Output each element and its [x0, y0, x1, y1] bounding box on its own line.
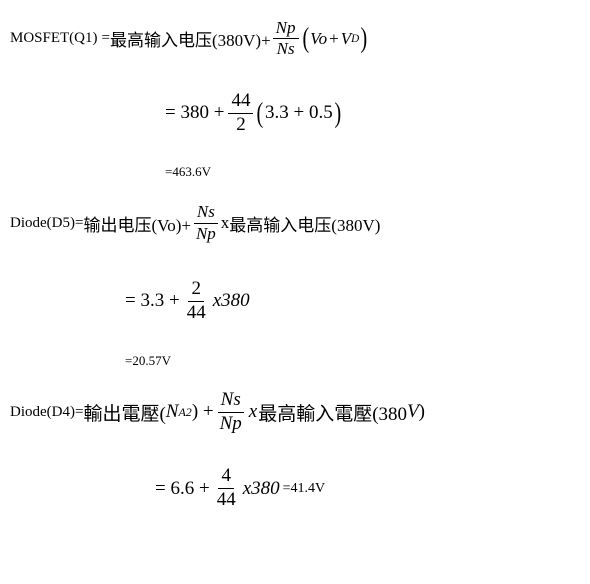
- eq3-text-suffix: 最高輸入電壓(380: [258, 399, 407, 426]
- eq1-frac-44-2: 44 2: [228, 90, 253, 137]
- eq1-result-value: =463.6V: [165, 164, 211, 180]
- eq2-frac-num: Ns: [194, 202, 218, 223]
- eq3-text-prefix: 輸出電壓(: [83, 399, 165, 426]
- eq3-device-label: Diode(D4)=: [10, 404, 83, 421]
- eq1-frac-den: Ns: [274, 39, 298, 59]
- eq1-frac-num: Np: [273, 18, 299, 39]
- eq1-device-label: MOSFET(Q1): [10, 30, 98, 47]
- eq1-frac2-num: 44: [228, 90, 253, 114]
- equation-diode-d4: Diode(D4)= 輸出電壓( NA2 ) + Ns Np x 最高輸入電壓(…: [10, 389, 580, 512]
- eq2-result: =20.57V: [125, 353, 580, 369]
- eq3-frac2-num: 4: [218, 465, 234, 489]
- eq2-device-label: Diode(D5)=: [10, 215, 83, 232]
- eq3-frac-4-44: 4 44: [214, 465, 239, 512]
- eq2-frac-2-44: 2 44: [184, 278, 209, 325]
- eq2-numeric-prefix: = 3.3 +: [125, 290, 180, 312]
- eq1-paren-inner: 3.3 + 0.5: [265, 102, 333, 124]
- eq2-result-value: =20.57V: [125, 353, 171, 369]
- eq2-frac-ns-np: Ns Np: [193, 202, 219, 244]
- eq2-line1: Diode(D5)= 输出电压(Vo)+ Ns Np x 最高输入电压(380V…: [10, 202, 580, 244]
- eq1-line1: MOSFET(Q1) = 最高输入电压(380V)+ Np Ns ( Vo + …: [10, 18, 580, 60]
- eq3-text-mid: ) +: [192, 401, 214, 423]
- open-paren-icon: (: [302, 24, 309, 53]
- eq1-vd-sub: D: [351, 33, 359, 45]
- eq3-mult: x: [249, 401, 257, 423]
- eq3-n-sym: N: [166, 401, 179, 423]
- eq3-numeric-prefix: = 6.6 +: [155, 478, 210, 500]
- eq2-text-suffix: 最高输入电压(380V): [229, 211, 380, 236]
- eq3-line2: = 6.6 + 4 44 x380 = 41.4V: [155, 465, 580, 512]
- equation-diode-d5: Diode(D5)= 输出电压(Vo)+ Ns Np x 最高输入电压(380V…: [10, 202, 580, 368]
- eq2-frac2-num: 2: [188, 278, 204, 302]
- eq3-suffix: x380: [243, 478, 280, 500]
- equation-mosfet-q1: MOSFET(Q1) = 最高输入电压(380V)+ Np Ns ( Vo + …: [10, 18, 580, 180]
- eq2-frac2-den: 44: [184, 302, 209, 325]
- close-paren-icon: ): [361, 24, 368, 53]
- eq2-suffix: x380: [213, 290, 250, 312]
- eq1-frac2-den: 2: [233, 114, 249, 137]
- eq3-frac-ns-np: Ns Np: [217, 389, 245, 436]
- eq1-vo: Vo: [310, 29, 327, 49]
- close-paren-icon: ): [334, 99, 341, 128]
- eq3-n-sub: A2: [178, 405, 191, 420]
- eq1-numeric-prefix: = 380 +: [165, 102, 224, 124]
- eq2-line2: = 3.3 + 2 44 x380: [125, 278, 580, 325]
- eq3-result-eq: =: [283, 481, 291, 497]
- eq1-plus: +: [329, 29, 339, 49]
- eq1-frac-np-ns: Np Ns: [273, 18, 299, 60]
- eq1-text-prefix: 最高输入电压(380V)+: [110, 26, 271, 51]
- eq2-frac-den: Np: [193, 224, 219, 244]
- eq3-text-suffix-close: ): [419, 401, 425, 423]
- eq3-result-value: 41.4V: [291, 481, 326, 497]
- eq2-mult: x: [221, 213, 230, 233]
- eq1-result: =463.6V: [165, 164, 580, 180]
- eq1-line2: = 380 + 44 2 ( 3.3 + 0.5 ): [165, 90, 580, 137]
- eq3-frac2-den: 44: [214, 489, 239, 512]
- eq1-equals: =: [102, 30, 110, 47]
- eq1-vd-sym: V: [341, 29, 351, 49]
- eq2-text-prefix: 输出电压(Vo)+: [83, 211, 191, 236]
- open-paren-icon: (: [257, 99, 264, 128]
- eq3-text-suffix-v: V: [407, 401, 419, 423]
- eq3-line1: Diode(D4)= 輸出電壓( NA2 ) + Ns Np x 最高輸入電壓(…: [10, 389, 580, 436]
- eq3-frac-den: Np: [217, 413, 245, 436]
- eq3-frac-num: Ns: [218, 389, 244, 413]
